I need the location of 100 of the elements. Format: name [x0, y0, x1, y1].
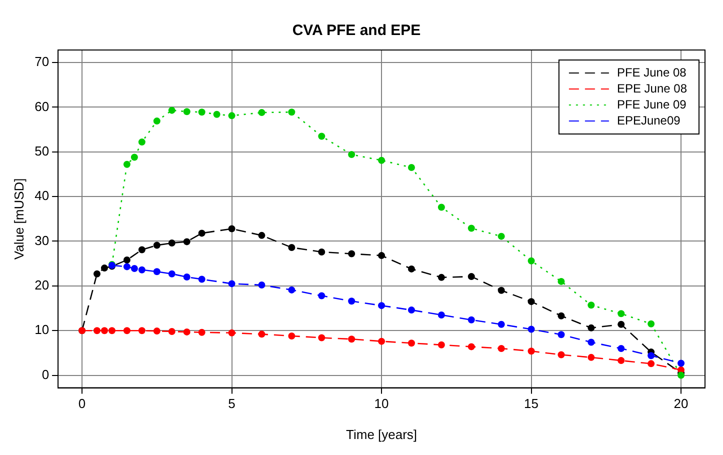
point — [618, 357, 625, 364]
point — [648, 320, 655, 328]
y-tick-label: 30 — [34, 232, 50, 248]
point — [123, 256, 130, 264]
point — [528, 348, 535, 355]
point — [378, 252, 386, 260]
point — [288, 286, 296, 294]
point — [618, 310, 625, 318]
point — [528, 257, 535, 264]
point — [558, 351, 565, 358]
point — [183, 108, 190, 116]
point — [153, 242, 160, 249]
point — [588, 302, 595, 309]
y-tick-label: 50 — [34, 143, 50, 158]
point — [588, 324, 595, 332]
point — [183, 273, 190, 280]
point — [408, 306, 415, 314]
legend-label: EPEJune09 — [616, 113, 681, 128]
point — [258, 109, 266, 116]
point — [648, 352, 655, 360]
point — [588, 354, 595, 361]
point — [408, 164, 415, 172]
point — [468, 316, 475, 324]
x-tick-label: 20 — [674, 396, 688, 412]
point — [123, 263, 130, 270]
point — [198, 108, 206, 116]
x-tick-label: 15 — [524, 396, 539, 412]
point — [588, 338, 595, 346]
point — [93, 327, 100, 334]
point — [288, 332, 296, 340]
point — [438, 274, 445, 281]
point — [618, 320, 625, 328]
point — [258, 282, 266, 289]
x-tick-label: 5 — [228, 396, 236, 412]
point — [123, 327, 130, 334]
point — [123, 160, 130, 168]
point — [558, 331, 565, 338]
point — [168, 270, 176, 278]
point — [138, 327, 146, 334]
x-tick-label: 10 — [374, 396, 389, 412]
point — [108, 327, 116, 334]
y-axis-title: Value [mUSD] — [11, 178, 26, 260]
point — [228, 280, 236, 288]
point — [348, 250, 356, 258]
point — [288, 108, 296, 116]
point — [438, 341, 445, 348]
point — [378, 302, 386, 310]
point — [348, 298, 356, 305]
point — [198, 276, 206, 283]
point — [213, 110, 220, 118]
x-axis-title: Time [years] — [346, 426, 418, 442]
point — [528, 298, 535, 306]
point — [558, 278, 565, 285]
point — [258, 330, 266, 338]
point — [468, 224, 475, 232]
point — [183, 238, 190, 246]
point — [228, 329, 236, 336]
point — [618, 344, 625, 352]
point — [498, 344, 505, 352]
point — [228, 112, 236, 120]
point — [318, 334, 326, 342]
point — [648, 360, 655, 368]
point — [93, 270, 100, 278]
point — [138, 138, 146, 146]
point — [558, 312, 565, 320]
point — [378, 338, 386, 345]
point — [498, 286, 505, 294]
point — [498, 320, 505, 328]
point — [438, 204, 445, 211]
point — [318, 292, 326, 300]
legend-label: PFE June 09 — [616, 97, 687, 112]
point — [153, 328, 160, 335]
point — [318, 132, 326, 140]
point — [258, 232, 266, 239]
point — [100, 264, 108, 272]
y-tick-label: 40 — [34, 188, 50, 204]
legend-label: EPE June 08 — [616, 81, 688, 96]
point — [378, 156, 386, 164]
point — [168, 328, 176, 335]
point — [408, 340, 415, 347]
x-tick-label: 0 — [78, 396, 86, 412]
point — [438, 311, 445, 318]
y-tick-label: 20 — [34, 278, 50, 292]
point — [198, 230, 206, 237]
point — [468, 343, 475, 350]
point — [138, 246, 146, 254]
point — [468, 273, 475, 280]
point — [528, 326, 535, 333]
point — [348, 336, 356, 343]
point — [138, 266, 146, 274]
point — [153, 268, 160, 276]
point — [408, 265, 415, 272]
point — [228, 225, 236, 232]
point — [348, 151, 356, 158]
point — [198, 328, 206, 336]
y-tick-label: 0 — [42, 366, 50, 382]
legend-label: PFE June 08 — [616, 65, 687, 80]
y-tick-label: 60 — [34, 98, 50, 114]
point — [678, 360, 685, 367]
point — [183, 328, 190, 336]
